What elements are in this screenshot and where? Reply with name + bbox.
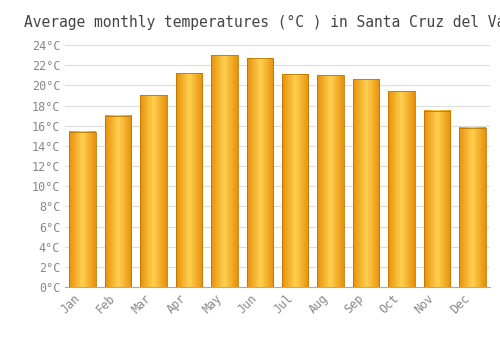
Bar: [353, 79, 380, 287]
Bar: [140, 96, 167, 287]
Bar: [246, 58, 273, 287]
Bar: [176, 73, 202, 287]
Bar: [318, 75, 344, 287]
Bar: [282, 74, 308, 287]
Title: Average monthly temperatures (°C ) in Santa Cruz del Valle: Average monthly temperatures (°C ) in Sa…: [24, 15, 500, 30]
Bar: [70, 132, 96, 287]
Bar: [105, 116, 132, 287]
Bar: [388, 91, 414, 287]
Bar: [424, 111, 450, 287]
Bar: [459, 128, 485, 287]
Bar: [211, 55, 238, 287]
